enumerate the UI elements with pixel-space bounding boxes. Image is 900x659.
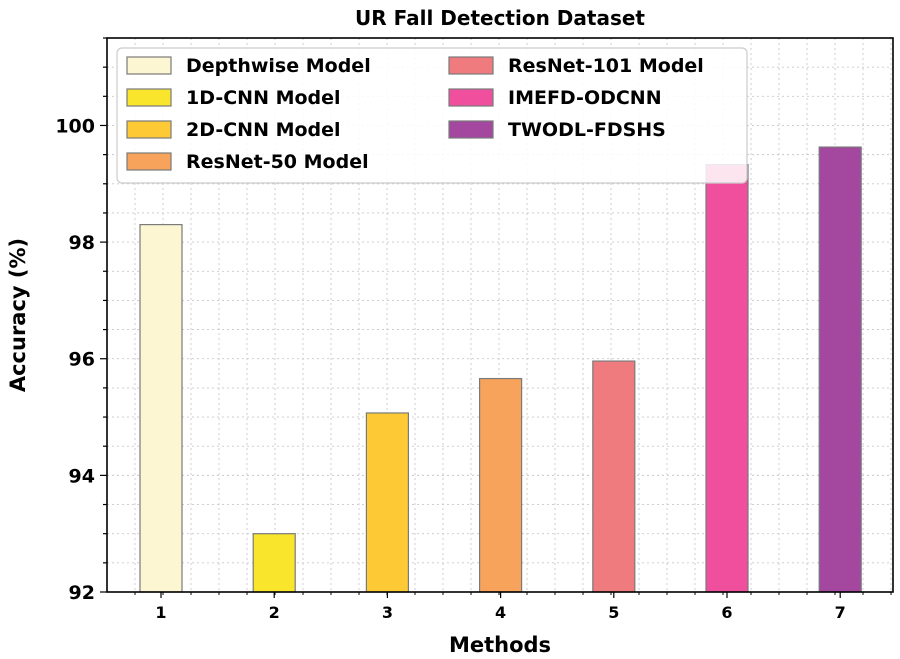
legend-label: 1D-CNN Model xyxy=(186,87,341,109)
legend-label: ResNet-50 Model xyxy=(186,151,369,173)
y-tick-label: 94 xyxy=(69,465,95,487)
y-tick-label: 96 xyxy=(69,349,95,371)
y-tick-label: 92 xyxy=(69,582,95,604)
legend-swatch xyxy=(448,56,494,75)
legend-label: Depthwise Model xyxy=(186,55,371,77)
legend-label: ResNet-101 Model xyxy=(508,55,704,77)
y-tick-label: 98 xyxy=(69,232,95,254)
bar-4 xyxy=(479,377,523,593)
x-tick-label: 1 xyxy=(155,603,166,622)
plot-frame xyxy=(106,37,894,593)
legend-swatch xyxy=(126,56,172,75)
x-tick-label: 5 xyxy=(608,603,619,622)
bar-5 xyxy=(592,360,636,593)
x-ticks: 1 2 3 4 5 6 7 xyxy=(134,592,892,622)
legend-swatch xyxy=(126,88,172,107)
legend-box xyxy=(116,47,748,184)
y-tick-label: 100 xyxy=(55,115,95,137)
x-tick-label: 2 xyxy=(269,603,280,622)
bar-1 xyxy=(139,224,183,593)
legend: Depthwise Model 1D-CNN Model 2D-CNN Model R… xyxy=(116,47,748,184)
y-ticks: 92 94 96 98 100 xyxy=(55,37,107,604)
x-tick-label: 3 xyxy=(382,603,393,622)
legend-label: IMEFD-ODCNN xyxy=(508,87,662,109)
legend-swatch xyxy=(448,120,494,139)
legend-swatch xyxy=(126,120,172,139)
legend-swatch xyxy=(448,88,494,107)
x-tick-label: 4 xyxy=(495,603,506,622)
chart-title: UR Fall Detection Dataset xyxy=(355,6,645,30)
y-axis-label: Accuracy (%) xyxy=(6,238,30,392)
bar-3 xyxy=(365,412,409,593)
x-axis-label: Methods xyxy=(449,633,551,657)
x-tick-label: 7 xyxy=(835,603,846,622)
legend-label: 2D-CNN Model xyxy=(186,119,341,141)
x-tick-label: 6 xyxy=(721,603,732,622)
bar-6 xyxy=(705,163,749,593)
bar-7 xyxy=(818,146,862,593)
bars xyxy=(139,146,862,593)
legend-label: TWODL-FDSHS xyxy=(508,119,666,141)
bar-2 xyxy=(252,533,296,593)
legend-swatch xyxy=(126,152,172,171)
